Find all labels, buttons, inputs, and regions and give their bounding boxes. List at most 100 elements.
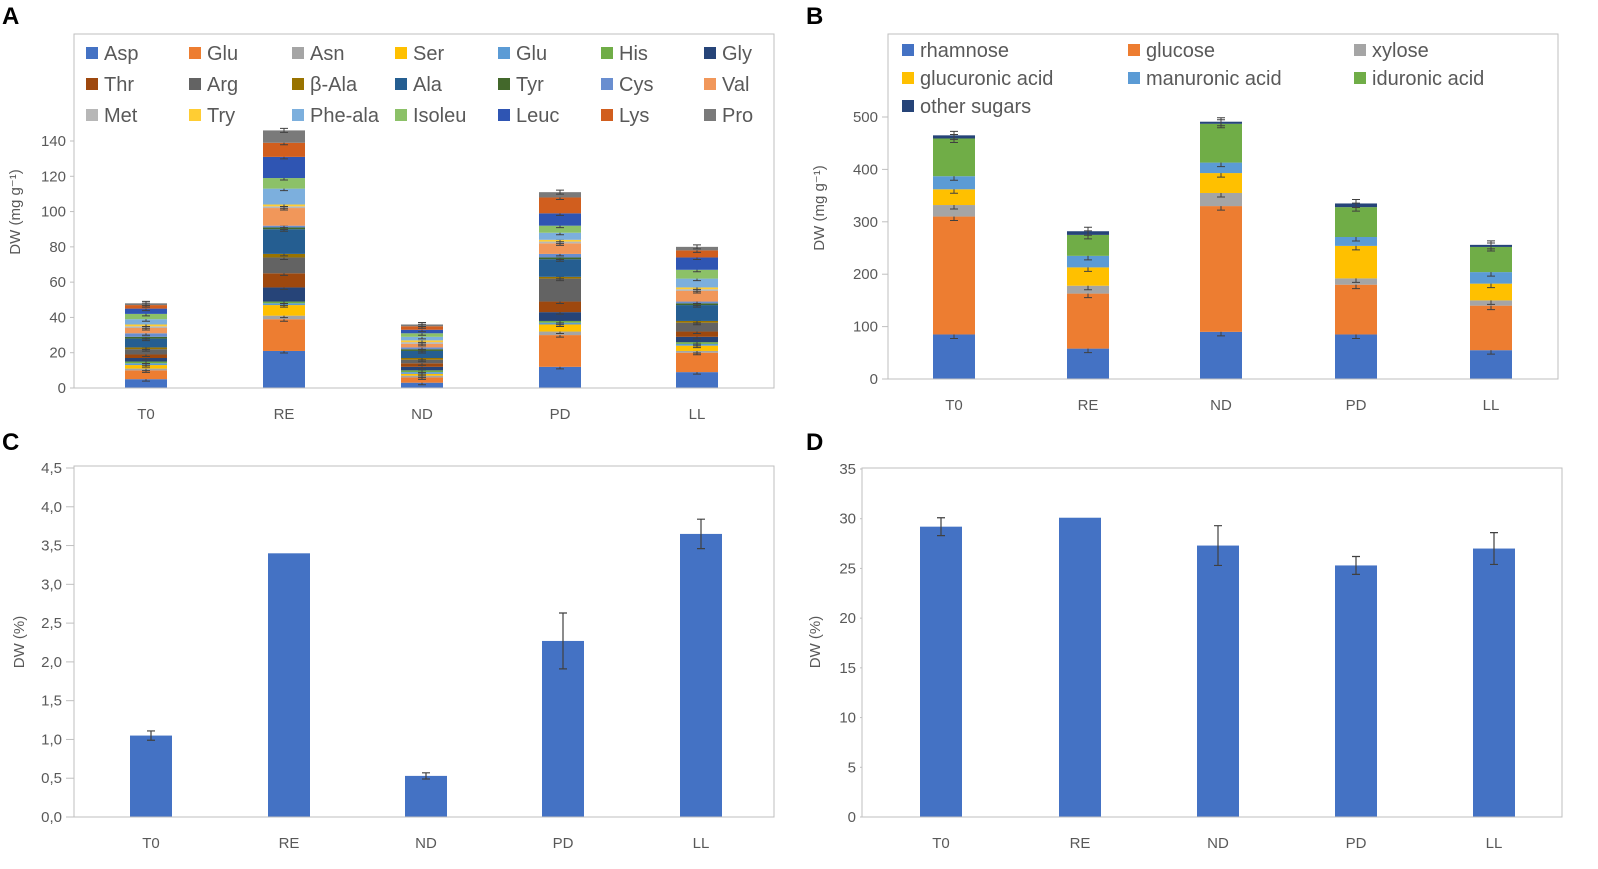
panel-a-y-axis: 0 20 40 60 80 100 120 140 xyxy=(41,133,75,397)
bar-re xyxy=(268,553,310,817)
legend-swatch-thr-7 xyxy=(86,78,98,90)
y-tick-label: 30 xyxy=(839,511,856,528)
bar-nd xyxy=(405,775,447,817)
bar-segment-re-manuronic-acid-4 xyxy=(1067,255,1109,268)
panel-c-x-axis: T0 RE ND PD LL xyxy=(74,816,774,852)
panel-d-bars xyxy=(920,517,1515,817)
bar-segment-nd-glu-1 xyxy=(401,377,443,383)
legend-swatch-asp-0 xyxy=(86,47,98,59)
x-tick-label-nd: ND xyxy=(411,406,433,423)
y-tick-label: 0 xyxy=(848,809,856,826)
bar-segment-t0-val-13 xyxy=(125,328,167,334)
legend-label-try-15: Try xyxy=(207,105,235,127)
bar-segment-re-glucose-1 xyxy=(1067,293,1109,349)
panel-b-label: B xyxy=(806,3,823,30)
legend-label-glu-1: Glu xyxy=(207,43,238,65)
y-tick-label: 40 xyxy=(49,309,66,326)
legend-label-arg-8: Arg xyxy=(207,74,238,96)
legend-swatch-manuronic-acid-4 xyxy=(1128,72,1140,84)
bar-segment-re-phe-ala-16 xyxy=(263,188,305,205)
y-tick-label: 2,5 xyxy=(41,615,62,632)
bar-segment-re-iduronic-acid-5 xyxy=(1067,234,1109,256)
y-tick-label: 1,5 xyxy=(41,693,62,710)
legend-label-ala-10: Ala xyxy=(413,74,443,96)
legend-swatch-glucuronic-acid-3 xyxy=(902,72,914,84)
bar-segment-t0-glucuronic-acid-3 xyxy=(933,189,975,206)
y-tick-label: 4,0 xyxy=(41,499,62,516)
x-tick-label-nd: ND xyxy=(415,835,437,852)
bar-segment-ll-arg-8 xyxy=(676,322,718,332)
legend-label-xylose-2: xylose xyxy=(1372,40,1429,62)
x-tick-label-t0: T0 xyxy=(142,835,160,852)
legend-swatch-glucose-1 xyxy=(1128,44,1140,56)
x-tick-label-pd: PD xyxy=(550,406,571,423)
panel-c-label: C xyxy=(2,429,19,456)
error-bar-ll-6 xyxy=(1487,240,1495,250)
bar-segment-re-isoleu-17 xyxy=(263,178,305,189)
y-tick-label: 4,5 xyxy=(41,460,62,477)
legend-swatch-his-5 xyxy=(601,47,613,59)
panel-c-y-label: DW (%) xyxy=(11,616,28,669)
legend-label-tyr-11: Tyr xyxy=(516,74,544,96)
bar-segment-re-rhamnose-0 xyxy=(1067,348,1109,379)
y-tick-label: 3,0 xyxy=(41,576,62,593)
bar-segment-t0-rhamnose-0 xyxy=(933,334,975,379)
legend-swatch-glu-4 xyxy=(498,47,510,59)
bar-segment-re-leuc-18 xyxy=(263,156,305,179)
bar-segment-re-lys-19 xyxy=(263,142,305,157)
bar-segment-ll-ala-10 xyxy=(676,305,718,321)
y-tick-label: 15 xyxy=(839,660,856,677)
bar-segment-pd-leuc-18 xyxy=(539,213,581,226)
bar-segment-nd-ala-10 xyxy=(401,350,443,359)
bar-segment-pd-rhamnose-0 xyxy=(1335,334,1377,379)
bar-segment-t0-ala-10 xyxy=(125,338,167,348)
bar-segment-ll-glucose-1 xyxy=(1470,305,1512,351)
legend-label-phe-ala-16: Phe-ala xyxy=(310,105,380,127)
panel-b: B rhamnose glucose xylose glucuronic acid ma… xyxy=(806,3,1559,414)
panel-b-y-label: DW (mg g⁻¹) xyxy=(811,165,828,250)
x-tick-label-re: RE xyxy=(1070,835,1091,852)
bar-segment-re-glu-1 xyxy=(263,319,305,351)
error-bar-nd xyxy=(1214,525,1222,567)
x-tick-label-pd: PD xyxy=(553,835,574,852)
bar-segment-pd-ala-10 xyxy=(539,259,581,277)
bar-segment-ll-glu-1 xyxy=(676,352,718,373)
legend-swatch-asn-2 xyxy=(292,47,304,59)
x-tick-label-ll: LL xyxy=(689,406,706,423)
bar-segment-re-val-13 xyxy=(263,208,305,226)
legend-label-glucuronic-acid-3: glucuronic acid xyxy=(920,68,1053,90)
legend-label-asn-2: Asn xyxy=(310,43,344,65)
bar-segment-re-ala-10 xyxy=(263,229,305,254)
legend-label-his-5: His xyxy=(619,43,648,65)
panel-d-x-axis: T0 RE ND PD LL xyxy=(862,816,1562,852)
bar-re xyxy=(1059,517,1101,817)
legend-swatch-other-sugars-6 xyxy=(902,100,914,112)
error-bar-re-20 xyxy=(280,127,288,133)
x-tick-label-re: RE xyxy=(274,406,295,423)
bar-segment-pd-isoleu-17 xyxy=(539,225,581,233)
bar-t0 xyxy=(130,735,172,817)
y-tick-label: 35 xyxy=(839,461,856,478)
error-bar-nd-20 xyxy=(418,321,426,327)
legend-label-thr-7: Thr xyxy=(104,74,134,96)
x-tick-label-re: RE xyxy=(1078,397,1099,414)
legend-swatch-val-13 xyxy=(704,78,716,90)
error-bar-t0 xyxy=(937,517,945,537)
bar-segment-re-gly-6 xyxy=(263,287,305,302)
bar-segment-re-arg-8 xyxy=(263,257,305,274)
bar-segment-pd-glu-1 xyxy=(539,335,581,367)
legend-label-pro-20: Pro xyxy=(722,105,753,127)
panel-b-bars xyxy=(933,117,1512,379)
x-tick-label-t0: T0 xyxy=(137,406,155,423)
bar-segment-pd-ser-3 xyxy=(539,324,581,332)
bar-segment-ll-asp-0 xyxy=(676,372,718,388)
legend-label-val-13: Val xyxy=(722,74,749,96)
panel-b-x-axis: T0 RE ND PD LL xyxy=(888,378,1558,414)
panel-a: A Asp Glu Asn Ser Glu His Gly Thr Arg β-Ala Ala Tyr… xyxy=(2,3,775,423)
panel-a-bars xyxy=(125,127,718,388)
panel-d-y-label: DW (%) xyxy=(807,616,824,669)
error-bar-ll xyxy=(1490,532,1498,566)
error-bar-re-6 xyxy=(1084,226,1092,236)
x-tick-label-t0: T0 xyxy=(945,397,963,414)
legend-label-lys-19: Lys xyxy=(619,105,649,127)
